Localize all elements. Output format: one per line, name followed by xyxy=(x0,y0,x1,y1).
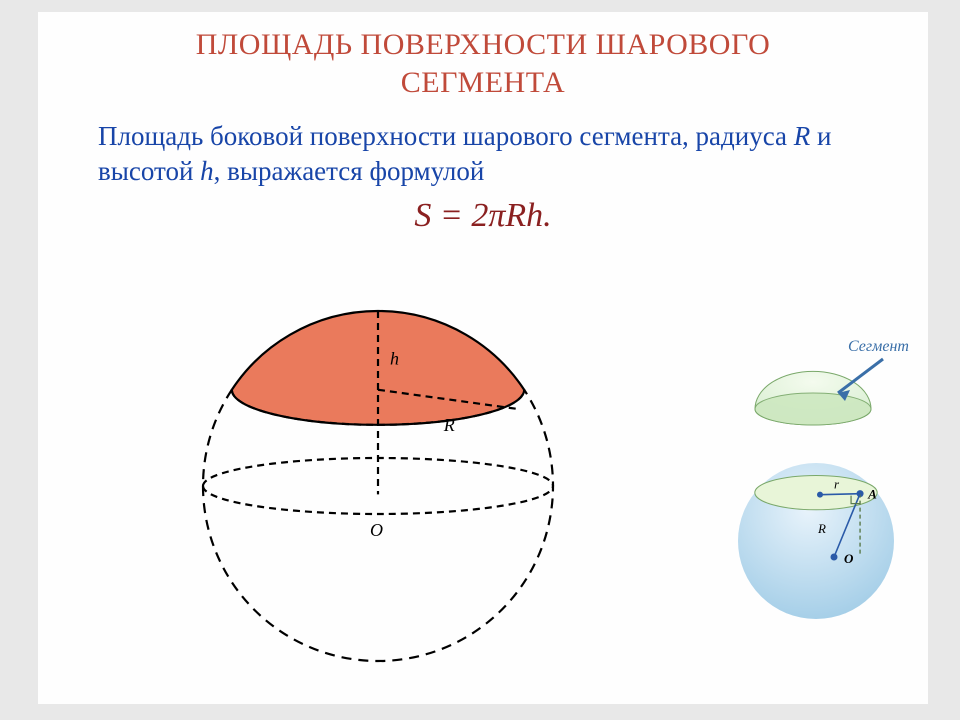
title-line1: ПЛОЩАДЬ ПОВЕРХНОСТИ ШАРОВОГО xyxy=(196,28,770,61)
svg-text:R: R xyxy=(817,521,826,536)
body-pre: Площадь боковой поверхности шарового сег… xyxy=(98,121,794,151)
body-text: Площадь боковой поверхности шарового сег… xyxy=(98,119,874,189)
page-title: ПЛОЩАДЬ ПОВЕРХНОСТИ ШАРОВОГО СЕГМЕНТА xyxy=(38,26,928,101)
formula: S = 2πRh. xyxy=(38,197,928,235)
svg-text:O: O xyxy=(370,520,383,540)
body-post: , выражается формулой xyxy=(214,156,485,186)
svg-text:R: R xyxy=(443,415,455,435)
svg-text:A: A xyxy=(867,487,877,502)
svg-text:h: h xyxy=(390,349,399,369)
body-R: R xyxy=(794,121,811,151)
main-diagram: h R O xyxy=(68,241,688,681)
svg-text:Сегмент: Сегмент xyxy=(848,338,909,355)
body-h: h xyxy=(200,156,214,186)
title-line2: СЕГМЕНТА xyxy=(401,66,565,99)
side-diagram: СегментOArR xyxy=(698,331,928,631)
svg-text:O: O xyxy=(844,551,854,566)
